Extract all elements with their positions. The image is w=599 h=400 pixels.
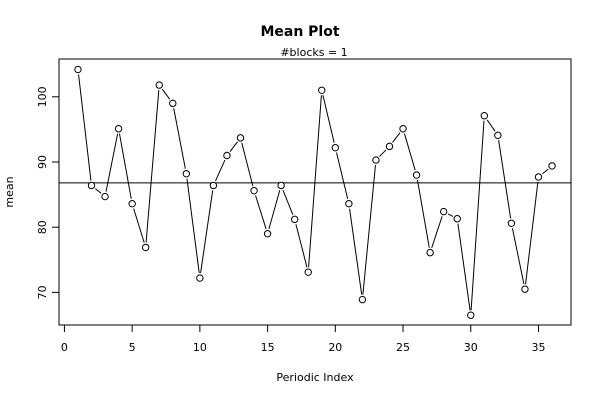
data-point — [169, 99, 177, 108]
data-point — [358, 295, 367, 304]
series-segment — [95, 188, 102, 194]
data-point — [196, 274, 204, 282]
data-point — [101, 192, 109, 201]
series-segment — [525, 181, 539, 285]
series-segment — [105, 133, 119, 192]
data-point — [467, 311, 475, 319]
data-point — [114, 125, 123, 133]
data-marks — [59, 65, 571, 319]
x-tick-label: 25 — [396, 341, 410, 354]
series-segment — [161, 88, 171, 100]
series-segment — [336, 152, 349, 199]
series-segment — [403, 133, 416, 171]
data-point — [507, 219, 516, 227]
series-segment — [511, 228, 525, 285]
series-segment — [133, 208, 145, 243]
data-point — [290, 215, 299, 224]
x-tick-label: 30 — [464, 341, 478, 354]
plot-frame — [58, 58, 572, 326]
data-point — [412, 171, 421, 179]
x-tick-label: 20 — [328, 341, 342, 354]
data-point — [223, 151, 231, 160]
series-segment — [295, 224, 308, 268]
data-point — [399, 125, 407, 133]
series-segment — [349, 208, 363, 295]
data-point — [304, 268, 312, 276]
series-segment — [186, 178, 200, 274]
series-segment — [431, 216, 443, 249]
series-segment — [268, 190, 281, 230]
series-segment — [78, 74, 92, 181]
series-segment — [470, 120, 485, 311]
axes: 0 5 10 15 20 25 30 35 70 80 90 100 — [36, 86, 545, 354]
data-point — [74, 65, 82, 74]
data-point — [331, 143, 340, 152]
y-tick-label: 90 — [36, 155, 49, 169]
x-axis-label: Periodic Index — [276, 371, 354, 384]
series-segment — [392, 132, 401, 143]
data-point — [534, 173, 543, 181]
series-segment — [145, 90, 160, 243]
y-tick-label: 100 — [36, 86, 49, 107]
chart-title: Mean Plot — [260, 24, 339, 40]
data-point — [548, 162, 556, 170]
data-point — [182, 170, 191, 178]
data-point — [372, 156, 380, 164]
x-tick-label: 15 — [261, 341, 275, 354]
series-segment — [322, 95, 335, 143]
data-point — [318, 86, 326, 94]
series-segment — [173, 108, 186, 169]
x-tick-label: 10 — [193, 341, 207, 354]
data-point — [236, 134, 245, 142]
data-point — [426, 248, 434, 257]
series-segment — [308, 95, 322, 268]
data-point — [141, 243, 150, 252]
series-segment — [416, 179, 430, 248]
x-tick-label: 5 — [129, 341, 136, 354]
x-tick-label: 35 — [531, 341, 545, 354]
series-segment — [447, 213, 454, 217]
data-point — [345, 200, 353, 208]
y-tick-label: 80 — [36, 220, 49, 234]
x-tick-label: 0 — [61, 341, 68, 354]
data-point — [263, 230, 272, 238]
data-point — [453, 215, 461, 223]
data-point — [385, 142, 394, 151]
series-segment — [362, 164, 376, 295]
series-segment — [486, 119, 496, 132]
series-segment — [457, 223, 471, 311]
data-point — [480, 112, 489, 120]
data-point — [87, 181, 96, 190]
y-axis-label: mean — [3, 176, 16, 207]
series-segment — [282, 189, 294, 215]
data-point — [521, 285, 529, 293]
series-segment — [118, 133, 132, 199]
series-segment — [498, 140, 512, 219]
series-segment — [241, 142, 254, 186]
series-segment — [255, 195, 267, 230]
data-point — [209, 181, 218, 190]
data-point — [439, 207, 448, 216]
series-segment — [215, 159, 226, 182]
y-tick-label: 70 — [36, 285, 49, 299]
data-point — [494, 131, 502, 139]
data-point — [250, 186, 258, 195]
chart-subtitle: #blocks = 1 — [280, 46, 347, 59]
data-point — [155, 81, 163, 89]
series-segment — [379, 149, 387, 157]
data-point — [128, 200, 136, 208]
data-point — [277, 181, 285, 190]
series-segment — [229, 141, 238, 152]
series-segment — [542, 168, 549, 175]
series-segment — [200, 190, 214, 274]
